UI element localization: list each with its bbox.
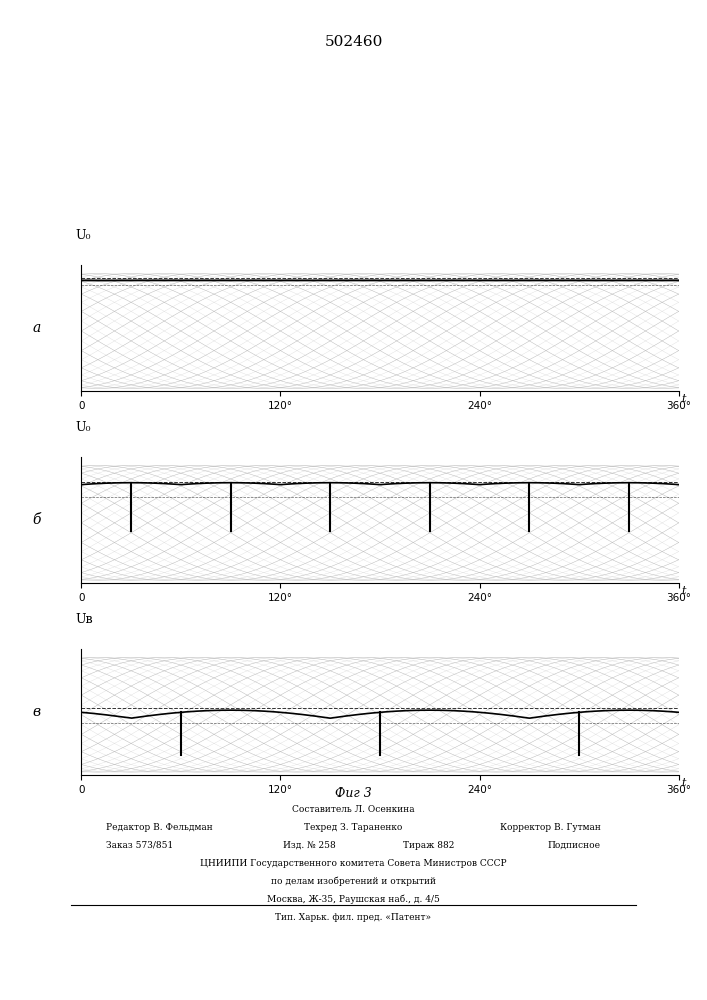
Text: Заказ 573/851: Заказ 573/851 [106,841,173,850]
Text: Корректор В. Гутман: Корректор В. Гутман [500,823,601,832]
Text: в: в [33,705,40,719]
Text: Москва, Ж-35, Раушская наб., д. 4/5: Москва, Ж-35, Раушская наб., д. 4/5 [267,895,440,904]
Text: t: t [682,778,686,788]
Text: по делам изобретений и открытий: по делам изобретений и открытий [271,877,436,886]
Text: Uв: Uв [76,613,93,626]
Text: Составитель Л. Осенкина: Составитель Л. Осенкина [292,805,415,814]
Text: б: б [33,513,41,527]
Text: Редактор В. Фельдман: Редактор В. Фельдман [106,823,213,832]
Text: Техред З. Тараненко: Техред З. Тараненко [304,823,403,832]
Text: а: а [33,321,40,335]
Text: 502460: 502460 [325,35,382,49]
Text: Тип. Харьк. фил. пред. «Патент»: Тип. Харьк. фил. пред. «Патент» [276,913,431,922]
Text: Подписное: Подписное [548,841,601,850]
Text: U₀: U₀ [76,421,90,434]
Text: ЦНИИПИ Государственного комитета Совета Министров СССР: ЦНИИПИ Государственного комитета Совета … [200,859,507,868]
Text: Тираж 882: Тираж 882 [403,841,455,850]
Text: Изд. № 258: Изд. № 258 [283,841,336,850]
Text: U₀: U₀ [76,229,90,242]
Text: t: t [682,394,686,404]
Text: t: t [682,586,686,596]
Text: Фиг 3: Фиг 3 [335,787,372,800]
